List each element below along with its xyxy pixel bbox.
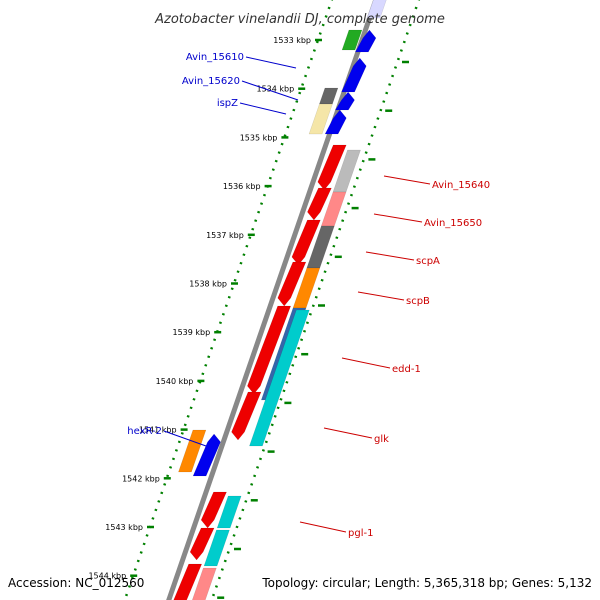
leader-line-reverse <box>365 251 415 261</box>
gene-label-reverse: scpB <box>406 296 430 307</box>
tick-label: 1537 kbp <box>206 231 244 240</box>
gene-label-reverse: scpA <box>416 256 440 267</box>
gene-label-forward: ispZ <box>217 98 238 109</box>
leader-line-reverse <box>357 291 405 301</box>
gene-edd1 <box>247 305 292 395</box>
leader-line-reverse <box>323 427 373 439</box>
leader-line-reverse <box>299 521 347 533</box>
gene-top-green <box>341 29 363 51</box>
tick-label: 1538 kbp <box>189 280 227 289</box>
gene-label-reverse: Avin_15650 <box>424 218 482 229</box>
leader-line-forward <box>245 56 297 69</box>
gene-glk <box>249 309 310 447</box>
map-layer: 1533 kbp 1534 kbp 1535 kbp 1536 kbp 1537 kbp… <box>88 0 490 600</box>
topology-text: Topology: circular; Length: 5,365,318 bp… <box>261 576 592 590</box>
tick-label: 1533 kbp <box>273 36 311 45</box>
backbone-line <box>166 0 379 600</box>
gene-red-4 <box>277 261 307 307</box>
leader-line-forward <box>241 80 299 101</box>
gene-red-7 <box>189 527 215 561</box>
gene-red-8 <box>173 563 203 600</box>
gene-bottom-pink <box>192 567 217 600</box>
accession-text: Accession: NC_012560 <box>8 576 144 590</box>
leader-line-reverse <box>341 357 391 369</box>
gene-red-3 <box>291 219 321 266</box>
gene-label-forward: Avin_15610 <box>186 52 244 63</box>
gene-label-reverse: pgl-1 <box>348 528 373 539</box>
gene-hexr2 <box>192 433 221 477</box>
gene-avin15620 <box>334 91 355 111</box>
tick-label: 1542 kbp <box>122 474 160 483</box>
gene-red-5 <box>231 391 262 441</box>
tick-label: 1544 kbp <box>88 572 126 581</box>
leader-line-forward <box>163 430 207 447</box>
gene-ispz-gray <box>319 87 339 105</box>
gene-top-blue <box>354 29 377 53</box>
gene-red-1 <box>317 144 347 191</box>
tick-label: 1536 kbp <box>223 182 261 191</box>
gene-ispz <box>324 109 347 135</box>
gene-label-forward: hexR-2 <box>127 426 162 437</box>
gene-ispz-pale <box>308 103 333 135</box>
ruler-inner-line <box>123 0 334 600</box>
tick-label: 1534 kbp <box>256 85 294 94</box>
tick-label: 1543 kbp <box>105 523 143 532</box>
tick-label: 1539 kbp <box>172 328 210 337</box>
map-title: Azotobacter vinelandii DJ, complete geno… <box>154 12 445 27</box>
ruler-outer-line <box>210 0 421 600</box>
leader-line-forward <box>239 102 287 115</box>
gene-hexr-orange <box>178 429 207 473</box>
leader-line-reverse <box>373 213 423 223</box>
gene-label-reverse: glk <box>374 434 389 445</box>
tick-label: 1540 kbp <box>156 377 194 386</box>
gene-red-2 <box>307 187 332 221</box>
gene-label-forward: Avin_15620 <box>182 76 240 87</box>
tick-label: 1535 kbp <box>240 133 278 142</box>
gene-top-light <box>366 0 387 19</box>
tick-label: 1541 kbp <box>139 426 177 435</box>
gene-label-reverse: edd-1 <box>392 364 421 375</box>
gene-red-6 <box>200 491 227 529</box>
leader-line-reverse <box>383 175 431 185</box>
gene-avin15610 <box>341 57 367 93</box>
gene-pgl-cyan-2 <box>203 529 230 567</box>
gene-pgl1 <box>216 495 242 529</box>
gene-label-reverse: Avin_15640 <box>432 180 490 191</box>
